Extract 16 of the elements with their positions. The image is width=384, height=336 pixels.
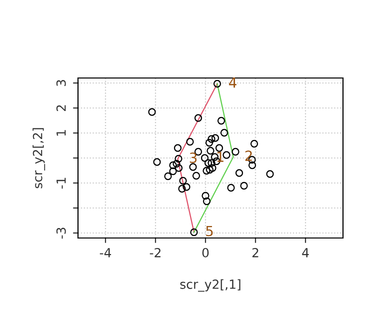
y-tick-label: 1 [56, 130, 66, 136]
y-tick-label: 3 [56, 80, 66, 86]
x-tick-label: 0 [202, 248, 209, 258]
x-tick-label: -4 [100, 248, 112, 258]
x-tick-label: 4 [302, 248, 309, 258]
x-tick-label: -2 [150, 248, 160, 258]
y-tick-label: 2 [56, 105, 66, 112]
annotation: 2 [245, 150, 252, 161]
y-axis-title: scr_y2[,2] [32, 128, 46, 188]
annotation: 5 [206, 226, 213, 236]
x-axis-title: scr_y2[,1] [180, 279, 240, 292]
annotation: 4 [229, 77, 236, 88]
y-tick-label: -3 [56, 228, 66, 239]
y-tick-label: -1 [56, 178, 66, 189]
x-tick-label: 2 [252, 248, 258, 258]
annotation: 3 [190, 152, 197, 164]
